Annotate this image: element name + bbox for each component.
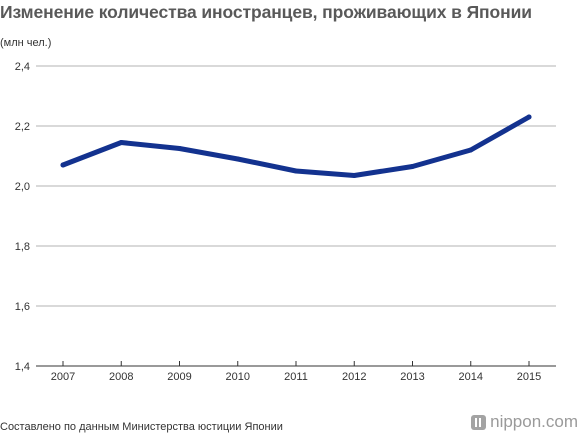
data-point [177, 146, 182, 151]
data-point [410, 164, 415, 169]
data-point [118, 140, 124, 145]
y-axis-unit-label: (млн чел.) [0, 37, 52, 49]
y-tick-label: 1,6 [15, 301, 30, 313]
data-point [468, 147, 474, 153]
brand-name: nippon.com [490, 412, 578, 431]
line-chart: 1,41,61,82,02,22,4 2007 2008 2009 2010 2011 2… [15, 61, 556, 383]
y-tick-label: 1,8 [15, 241, 30, 253]
x-tick-label: 2011 [284, 371, 308, 383]
x-tick-label: 2009 [167, 371, 191, 383]
series-layer [60, 114, 532, 178]
source-note: Составлено по данным Министерства юстици… [0, 421, 283, 433]
x-tick-label: 2010 [226, 371, 250, 383]
x-tick-label: 2013 [400, 371, 424, 383]
data-point [526, 114, 532, 120]
data-point [235, 156, 241, 162]
y-tick-labels: 1,4 1,6 1,8 2,0 2,2 2,4 [15, 61, 30, 373]
x-tick-label: 2008 [109, 371, 133, 383]
y-tick-label: 2,4 [15, 61, 30, 73]
y-tick-label: 1,4 [15, 361, 30, 373]
x-tick-label: 2012 [342, 371, 366, 383]
x-tick-labels: 2007 2008 2009 2010 2011 2012 2013 2014 2015 [51, 371, 541, 383]
x-tick-label: 2007 [51, 371, 75, 383]
data-point [293, 168, 299, 174]
gridlines [36, 65, 556, 307]
y-tick-label: 2,2 [15, 121, 30, 133]
x-tick-label: 2015 [517, 371, 541, 383]
chart-title: Изменение количества иностранцев, прожив… [0, 2, 532, 22]
data-point [60, 162, 66, 168]
data-point [351, 173, 357, 178]
brand-logo[interactable]: nippon.com [471, 412, 578, 432]
y-tick-label: 2,0 [15, 181, 30, 193]
x-tick-label: 2014 [459, 371, 483, 383]
x-axis [36, 361, 556, 367]
nippon-logo-icon [471, 414, 487, 430]
